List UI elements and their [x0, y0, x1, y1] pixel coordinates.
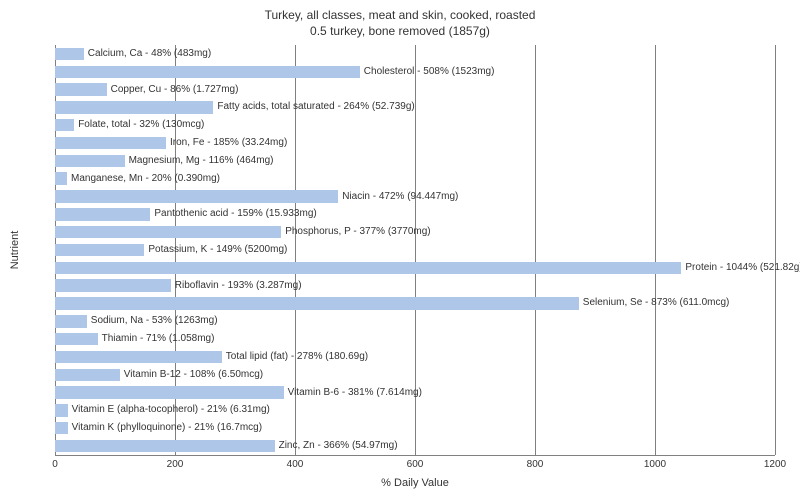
nutrient-bar-label: Phosphorus, P - 377% (3770mg) [285, 226, 430, 238]
nutrient-bar [55, 226, 281, 238]
gridline [775, 45, 776, 455]
nutrient-bar [55, 172, 67, 184]
gridline [655, 45, 656, 455]
nutrient-bar-label: Selenium, Se - 873% (611.0mcg) [583, 297, 730, 309]
nutrient-bar [55, 297, 579, 309]
x-axis-line [55, 455, 775, 456]
nutrient-bar-label: Copper, Cu - 86% (1.727mg) [111, 84, 239, 96]
chart-title: Turkey, all classes, meat and skin, cook… [0, 0, 800, 39]
nutrient-bar-label: Manganese, Mn - 20% (0.390mg) [71, 173, 220, 185]
nutrient-bar [55, 244, 144, 256]
plot-area: Nutrient % Daily Value 02004006008001000… [55, 45, 775, 455]
nutrient-bar-label: Magnesium, Mg - 116% (464mg) [129, 155, 274, 167]
nutrient-chart: Turkey, all classes, meat and skin, cook… [0, 0, 800, 500]
x-tick-label: 1000 [644, 459, 666, 470]
nutrient-bar [55, 404, 68, 416]
nutrient-bar-label: Sodium, Na - 53% (1263mg) [91, 315, 218, 327]
nutrient-bar-label: Total lipid (fat) - 278% (180.69g) [226, 351, 368, 363]
nutrient-bar [55, 119, 74, 131]
nutrient-bar-label: Riboflavin - 193% (3.287mg) [175, 280, 302, 292]
nutrient-bar-label: Potassium, K - 149% (5200mg) [148, 244, 287, 256]
y-axis-label: Nutrient [9, 231, 21, 270]
x-axis-label: % Daily Value [381, 477, 449, 489]
title-line-1: Turkey, all classes, meat and skin, cook… [0, 8, 800, 24]
nutrient-bar-label: Vitamin E (alpha-tocopherol) - 21% (6.31… [72, 404, 270, 416]
nutrient-bar [55, 333, 98, 345]
x-tick-label: 200 [167, 459, 184, 470]
nutrient-bar-label: Folate, total - 32% (130mcg) [78, 119, 204, 131]
nutrient-bar-label: Vitamin B-6 - 381% (7.614mg) [288, 387, 422, 399]
nutrient-bar [55, 190, 338, 202]
nutrient-bar [55, 279, 171, 291]
nutrient-bar [55, 262, 681, 274]
nutrient-bar-label: Vitamin B-12 - 108% (6.50mcg) [124, 369, 263, 381]
nutrient-bar [55, 66, 360, 78]
nutrient-bar [55, 351, 222, 363]
nutrient-bar-label: Thiamin - 71% (1.058mg) [102, 333, 215, 345]
nutrient-bar-label: Vitamin K (phylloquinone) - 21% (16.7mcg… [72, 422, 262, 434]
nutrient-bar-label: Protein - 1044% (521.82g) [685, 262, 800, 274]
gridline [535, 45, 536, 455]
nutrient-bar [55, 422, 68, 434]
nutrient-bar [55, 155, 125, 167]
x-tick-label: 0 [52, 459, 58, 470]
nutrient-bar [55, 208, 150, 220]
x-tick-label: 600 [407, 459, 424, 470]
nutrient-bar-label: Fatty acids, total saturated - 264% (52.… [217, 101, 414, 113]
title-line-2: 0.5 turkey, bone removed (1857g) [0, 24, 800, 40]
x-tick-label: 1200 [764, 459, 786, 470]
nutrient-bar [55, 386, 284, 398]
nutrient-bar-label: Pantothenic acid - 159% (15.933mg) [154, 208, 316, 220]
x-tick-label: 800 [527, 459, 544, 470]
nutrient-bar [55, 137, 166, 149]
x-tick-label: 400 [287, 459, 304, 470]
nutrient-bar-label: Calcium, Ca - 48% (483mg) [88, 48, 211, 60]
nutrient-bar-label: Niacin - 472% (94.447mg) [342, 191, 458, 203]
nutrient-bar-label: Cholesterol - 508% (1523mg) [364, 66, 495, 78]
nutrient-bar [55, 48, 84, 60]
nutrient-bar [55, 440, 275, 452]
nutrient-bar-label: Iron, Fe - 185% (33.24mg) [170, 137, 287, 149]
nutrient-bar [55, 315, 87, 327]
nutrient-bar [55, 369, 120, 381]
nutrient-bar [55, 101, 213, 113]
nutrient-bar [55, 83, 107, 95]
nutrient-bar-label: Zinc, Zn - 366% (54.97mg) [279, 440, 398, 452]
